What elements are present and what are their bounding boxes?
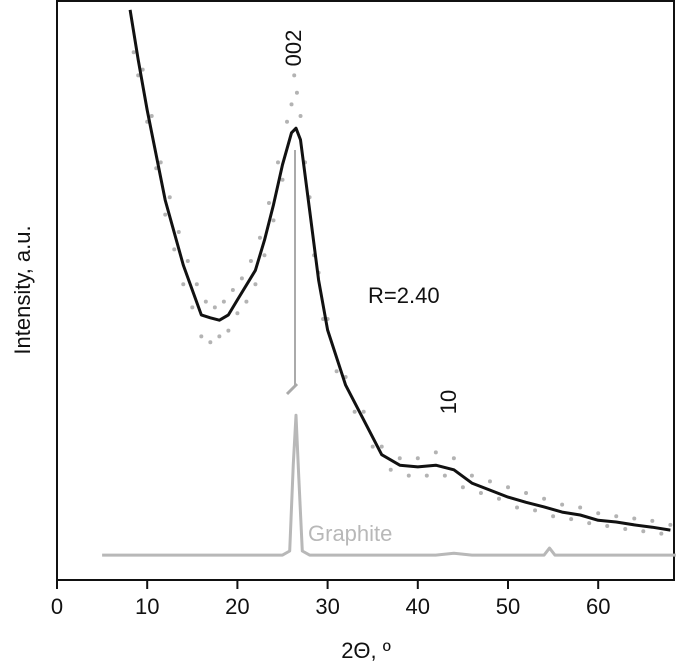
data-point: [560, 502, 565, 507]
data-point: [578, 505, 583, 510]
arrow-head: [285, 382, 299, 396]
data-point: [533, 508, 538, 513]
ratio-label: R=2.40: [368, 283, 440, 308]
data-point: [185, 259, 190, 263]
data-point: [424, 473, 429, 478]
data-point: [334, 369, 339, 374]
data-point: [285, 119, 290, 124]
x-tick-label: 60: [586, 594, 610, 619]
x-tick-label: 30: [315, 594, 339, 619]
data-point: [221, 299, 226, 304]
data-point: [163, 212, 168, 217]
plot-frame: [56, 0, 675, 581]
data-point: [158, 160, 163, 165]
x-tick-label: 10: [135, 594, 159, 619]
data-point: [203, 299, 208, 304]
data-point: [239, 276, 244, 281]
data-point: [275, 160, 280, 165]
x-tick-label: 40: [406, 594, 430, 619]
data-point: [406, 473, 411, 478]
peak-label: 10: [436, 390, 461, 414]
data-point: [587, 521, 592, 526]
data-point: [370, 444, 375, 449]
data-point: [212, 305, 217, 310]
data-point: [659, 531, 664, 536]
data-point: [194, 282, 199, 287]
data-point: [226, 328, 231, 333]
data-point: [451, 456, 456, 461]
data-point: [257, 235, 262, 240]
x-tick-label: 0: [51, 594, 63, 619]
data-point: [506, 485, 510, 490]
data-point: [266, 201, 271, 205]
data-point: [253, 282, 258, 287]
data-point: [397, 456, 402, 461]
data-point: [641, 529, 646, 534]
data-point: [217, 334, 222, 339]
data-point: [199, 334, 204, 339]
data-point: [542, 496, 547, 501]
data-point: [415, 456, 420, 461]
data-point: [496, 496, 501, 501]
data-point: [605, 524, 610, 529]
data-point: [289, 102, 294, 107]
data-point: [298, 114, 303, 118]
data-point: [131, 50, 136, 55]
data-point: [294, 90, 299, 95]
data-point: [244, 299, 249, 304]
data-point: [650, 518, 655, 523]
data-point: [361, 409, 366, 414]
data-point: [167, 195, 172, 200]
data-point: [596, 511, 601, 516]
data-point: [569, 517, 574, 522]
data-point: [632, 516, 637, 521]
data-point: [460, 485, 465, 490]
data-point: [442, 473, 447, 478]
data-point: [140, 67, 145, 72]
data-point: [433, 450, 438, 455]
data-point: [668, 522, 673, 527]
data-point: [515, 505, 520, 510]
x-axis-label: 2Θ, º: [341, 638, 391, 663]
data-point: [478, 491, 483, 495]
data-point: [181, 282, 186, 287]
x-tick-label: 50: [496, 594, 520, 619]
data-point: [487, 479, 492, 484]
data-line: [102, 413, 676, 557]
data-point: [136, 73, 141, 78]
data-point: [551, 514, 556, 519]
data-point: [280, 177, 285, 182]
data-point: [292, 73, 297, 78]
data-point: [379, 444, 384, 449]
data-point: [230, 288, 235, 292]
data-line: [128, 9, 671, 532]
data-point: [149, 114, 154, 118]
data-point: [388, 467, 393, 472]
data-point: [172, 247, 177, 252]
data-point: [469, 473, 474, 478]
data-point: [352, 409, 357, 414]
data-point: [524, 491, 529, 495]
data-point: [271, 218, 276, 223]
x-tick-label: 20: [225, 594, 249, 619]
data-point: [614, 514, 619, 519]
y-axis-label: Intensity, a.u.: [10, 225, 35, 354]
data-point: [176, 230, 181, 234]
data-point: [235, 311, 240, 316]
data-point: [248, 259, 253, 263]
series-label: Graphite: [308, 521, 392, 546]
data-point: [208, 340, 213, 345]
peak-label: 002: [281, 30, 306, 67]
data-point: [623, 526, 628, 531]
data-point: [262, 253, 267, 258]
data-point: [190, 305, 195, 310]
